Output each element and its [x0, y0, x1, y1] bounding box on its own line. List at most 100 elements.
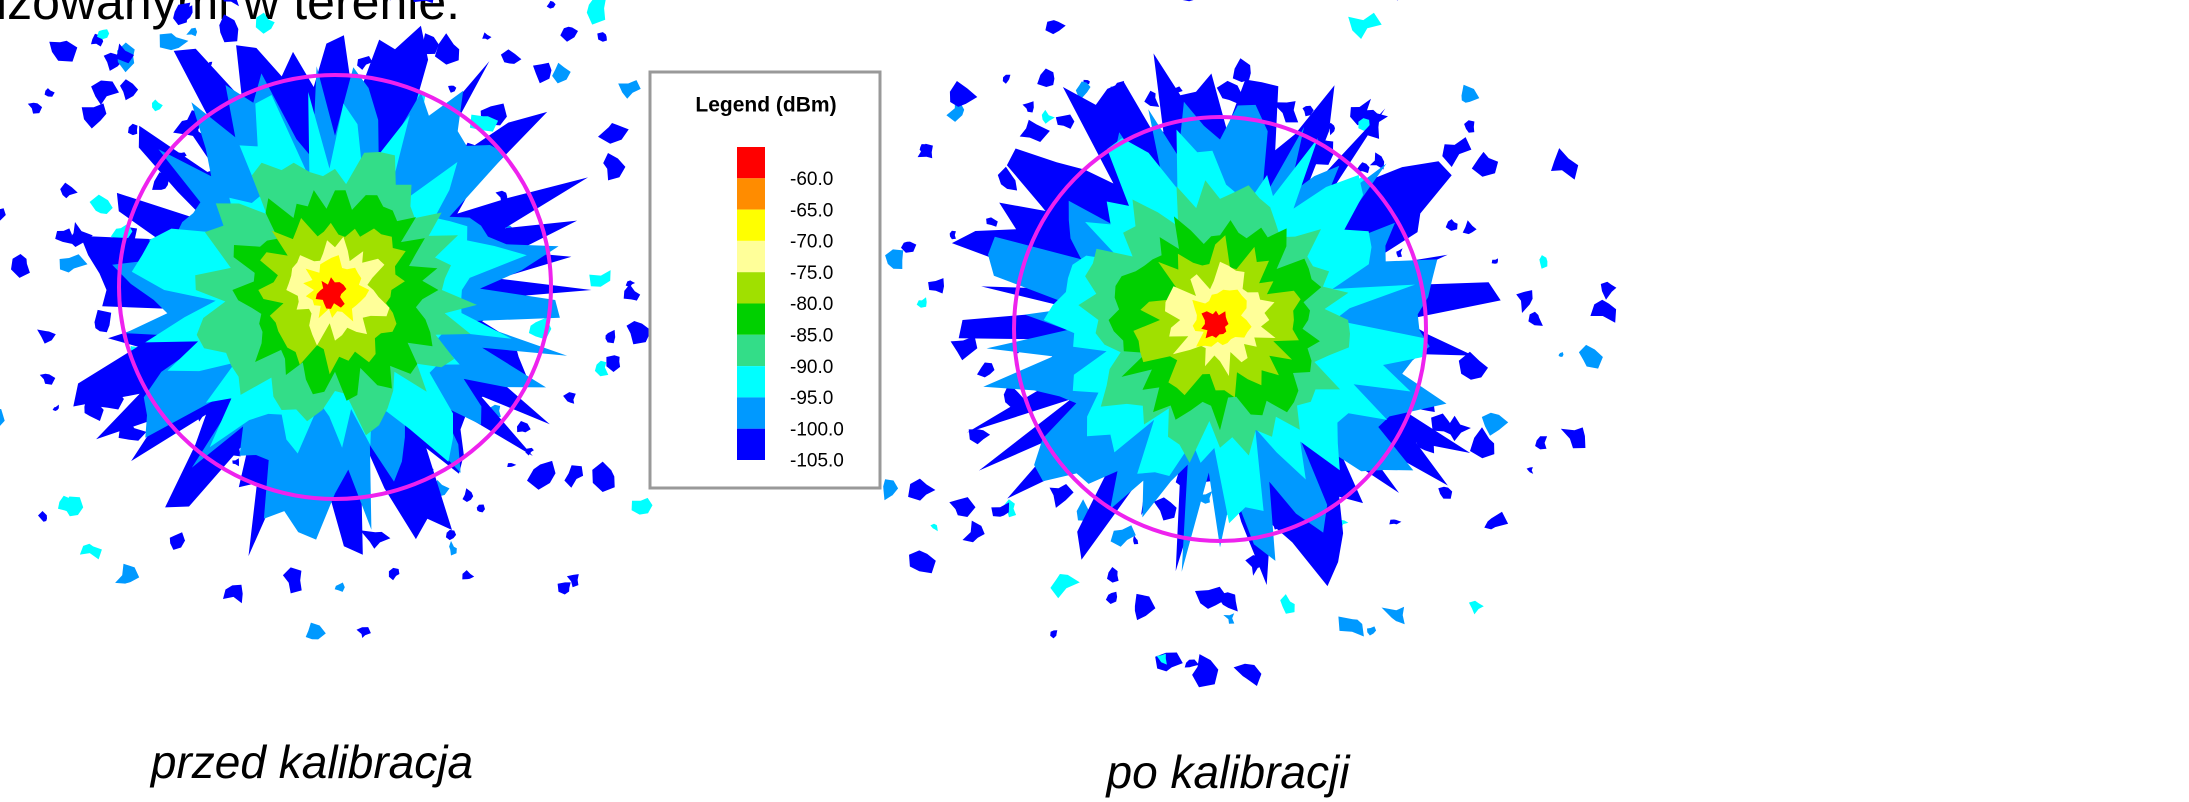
coverage-area — [909, 550, 936, 573]
coverage-area — [60, 183, 77, 199]
legend-label: -105.0 — [790, 451, 844, 472]
coverage-area — [462, 570, 474, 579]
legend-swatch — [737, 366, 765, 397]
coverage-area — [1528, 312, 1543, 326]
coverage-area — [1535, 436, 1547, 449]
coverage-area — [1106, 592, 1117, 604]
coverage-area — [1107, 567, 1119, 583]
coverage-area — [1050, 484, 1074, 508]
coverage-area — [1037, 69, 1054, 88]
coverage-area — [517, 421, 531, 432]
legend-label: -75.0 — [790, 263, 833, 284]
coverage-area — [1003, 75, 1011, 84]
coverage-area — [1280, 594, 1295, 614]
coverage-area — [1389, 520, 1401, 525]
coverage-area — [38, 511, 47, 522]
coverage-area — [1459, 352, 1488, 380]
coverage-area — [589, 270, 610, 287]
coverage-area — [1234, 664, 1262, 686]
coverage-area — [1135, 594, 1156, 620]
coverage-area — [606, 330, 616, 343]
coverage-area — [991, 502, 1009, 516]
coverage-area — [595, 361, 608, 377]
map-caption: przed kalibracja — [149, 736, 473, 788]
coverage-area — [1484, 512, 1508, 530]
coverage-area — [1516, 290, 1532, 313]
coverage-area — [95, 310, 112, 332]
coverage-area — [1179, 0, 1202, 1]
legend-label: -70.0 — [790, 232, 833, 253]
coverage-area — [335, 583, 345, 592]
legend-label: -100.0 — [790, 419, 844, 440]
coverage-area — [1463, 220, 1477, 234]
legend-swatch — [737, 304, 765, 335]
coverage-area — [527, 461, 556, 490]
coverage-area — [949, 497, 975, 517]
coverage-area — [908, 479, 935, 501]
legend-label: -65.0 — [790, 200, 833, 221]
coverage-area — [969, 429, 990, 444]
coverage-area — [37, 330, 56, 344]
legend-swatch — [737, 210, 765, 241]
coverage-area — [627, 321, 652, 344]
coverage-area — [306, 623, 326, 640]
coverage-area — [482, 32, 491, 39]
coverage-area — [501, 49, 522, 64]
coverage-area — [1144, 91, 1159, 107]
legend-title: Legend (dBm) — [695, 94, 836, 117]
coverage-area — [1192, 654, 1218, 687]
coverage-area — [1056, 115, 1075, 129]
coverage-area — [1590, 300, 1616, 323]
coverage-area — [448, 86, 456, 93]
coverage-area — [0, 208, 6, 224]
map-caption: po kalibracji — [1105, 746, 1352, 798]
coverage-area — [120, 79, 138, 100]
coverage-area — [1382, 607, 1405, 624]
legend-swatch — [737, 272, 765, 303]
coverage-area — [1111, 525, 1136, 547]
coverage-area — [1133, 535, 1138, 544]
coverage-area — [552, 63, 571, 84]
legend-swatch — [737, 178, 765, 209]
coverage-area — [60, 254, 88, 272]
coverage-area — [950, 81, 977, 107]
coverage-area — [1338, 617, 1364, 637]
coverage-area — [1492, 258, 1498, 263]
coverage-area — [232, 458, 239, 466]
coverage-area — [950, 231, 956, 240]
coverage-area — [11, 254, 30, 278]
coverage-area — [446, 530, 456, 540]
coverage-area — [80, 544, 102, 560]
coverage-area — [1561, 427, 1586, 448]
coverage-area — [1155, 653, 1183, 672]
slide: izowanymi w terenie. Legend (dBm) -60.0-… — [0, 0, 2189, 802]
coverage-area — [82, 103, 107, 128]
coverage-map — [0, 0, 730, 639]
coverage-area — [1472, 152, 1498, 177]
coverage-area — [152, 100, 163, 112]
coverage-area — [1223, 613, 1234, 623]
coverage-area — [160, 33, 189, 50]
coverage-area — [0, 408, 5, 430]
coverage-area — [55, 228, 72, 244]
coverage-area — [618, 80, 641, 99]
legend-swatch — [737, 397, 765, 428]
coverage-area — [360, 530, 390, 548]
coverage-area — [91, 81, 119, 105]
coverage-area — [463, 488, 474, 502]
coverage-area — [632, 498, 653, 515]
coverage-area — [1348, 13, 1382, 39]
coverage-area — [951, 336, 978, 360]
coverage-area — [435, 33, 459, 64]
coverage-area — [389, 568, 400, 580]
coverage-area — [1464, 120, 1474, 132]
coverage-area — [1396, 248, 1402, 257]
legend-swatch — [737, 241, 765, 272]
coverage-area — [563, 392, 576, 404]
legend-label: -90.0 — [790, 357, 833, 378]
coverage-area — [901, 242, 916, 253]
coverage-area — [977, 363, 995, 378]
coverage-area — [128, 124, 138, 135]
coverage-area — [449, 541, 457, 556]
legend-swatch — [737, 335, 765, 366]
